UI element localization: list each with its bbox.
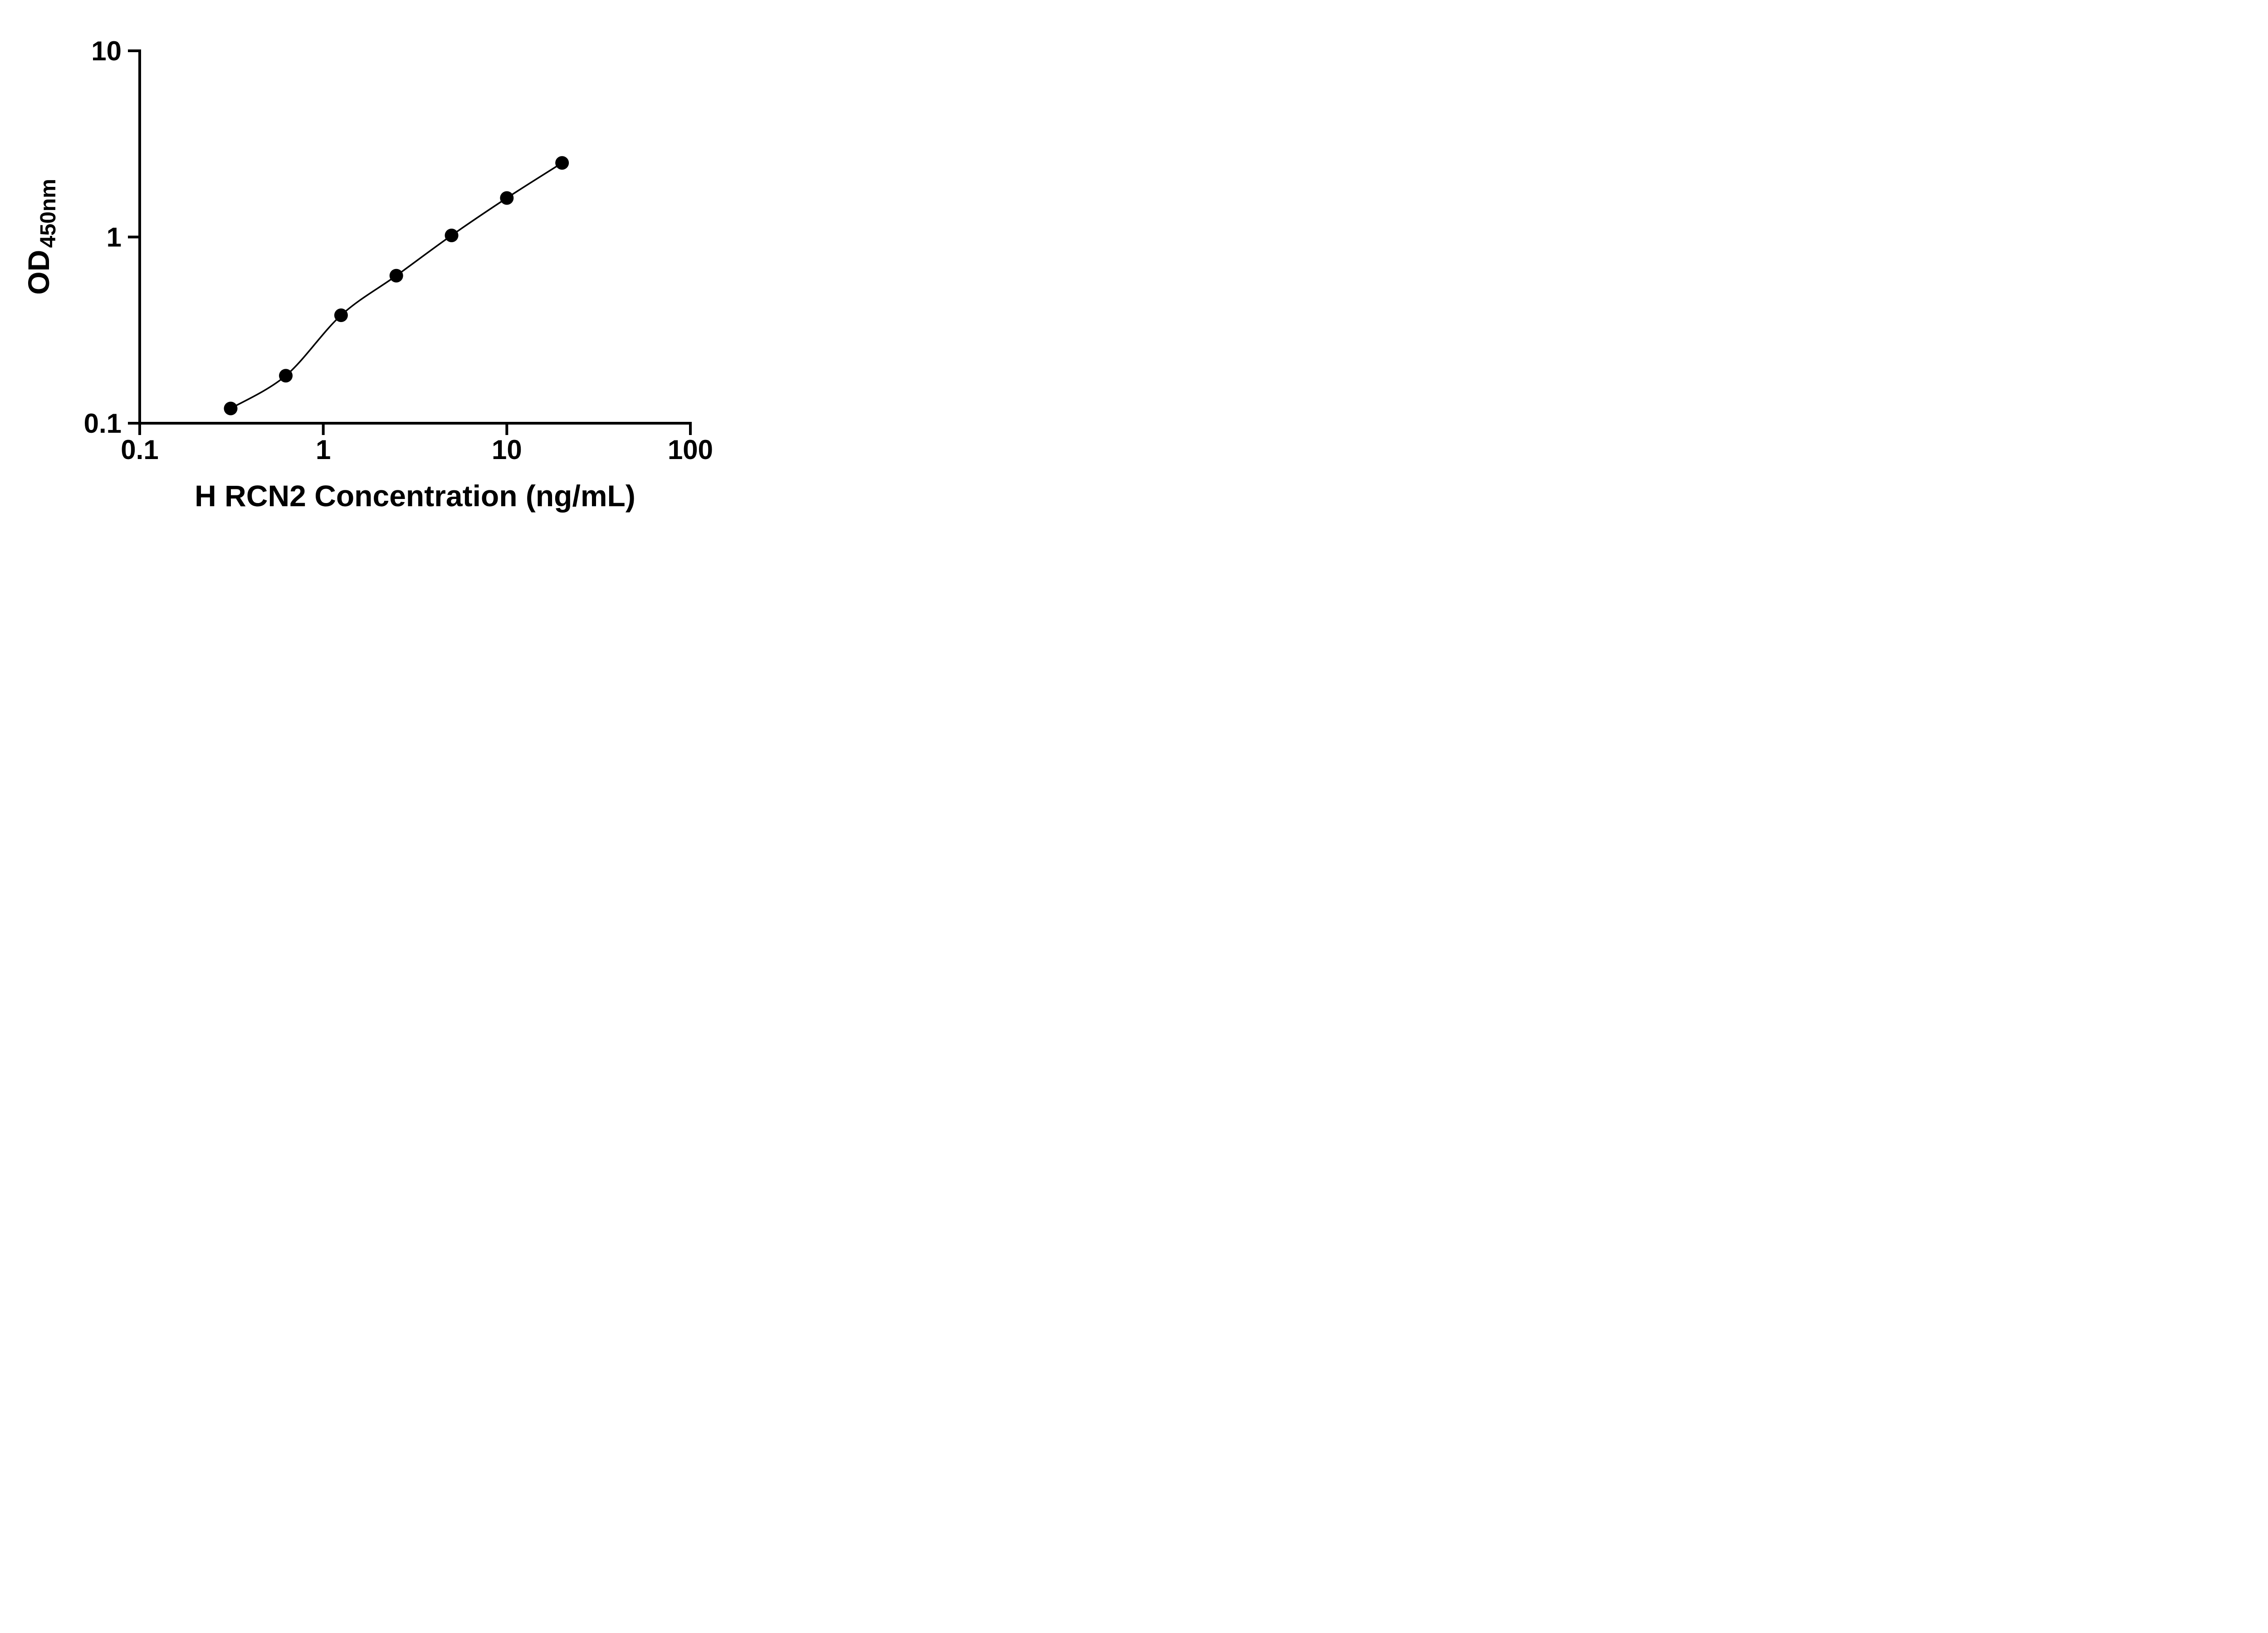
axes-group xyxy=(138,49,692,425)
data-point xyxy=(445,228,459,242)
x-tick-label: 0.1 xyxy=(121,435,158,465)
data-point xyxy=(500,191,514,205)
y-tick-label: 0.1 xyxy=(84,408,122,439)
y-axis-title: OD 450nm xyxy=(22,179,60,295)
x-tick-label: 100 xyxy=(668,435,713,465)
chart-page: 0.1 1 10 100 0.1 1 10 H RCN2 Concentration (n… xyxy=(0,0,763,544)
data-point xyxy=(334,308,348,322)
y-axis-title-main: OD xyxy=(22,250,55,295)
x-ticks-group: 0.1 1 10 100 xyxy=(121,423,713,465)
data-point xyxy=(224,401,238,416)
data-points-group xyxy=(224,156,569,416)
y-tick-label: 1 xyxy=(107,222,122,253)
axis-spine xyxy=(138,49,692,425)
x-axis-title: H RCN2 Concentration (ng/mL) xyxy=(195,479,635,513)
y-tick-label: 10 xyxy=(91,36,122,66)
data-point xyxy=(555,156,569,170)
x-tick-label: 10 xyxy=(492,435,522,465)
y-ticks-group: 0.1 1 10 xyxy=(84,36,140,439)
data-point xyxy=(279,369,293,383)
chart-svg: 0.1 1 10 100 0.1 1 10 H RCN2 Concentration (n… xyxy=(22,36,713,513)
y-axis-title-sub: 450nm xyxy=(36,179,60,248)
data-point xyxy=(389,269,403,283)
x-tick-label: 1 xyxy=(316,435,331,465)
